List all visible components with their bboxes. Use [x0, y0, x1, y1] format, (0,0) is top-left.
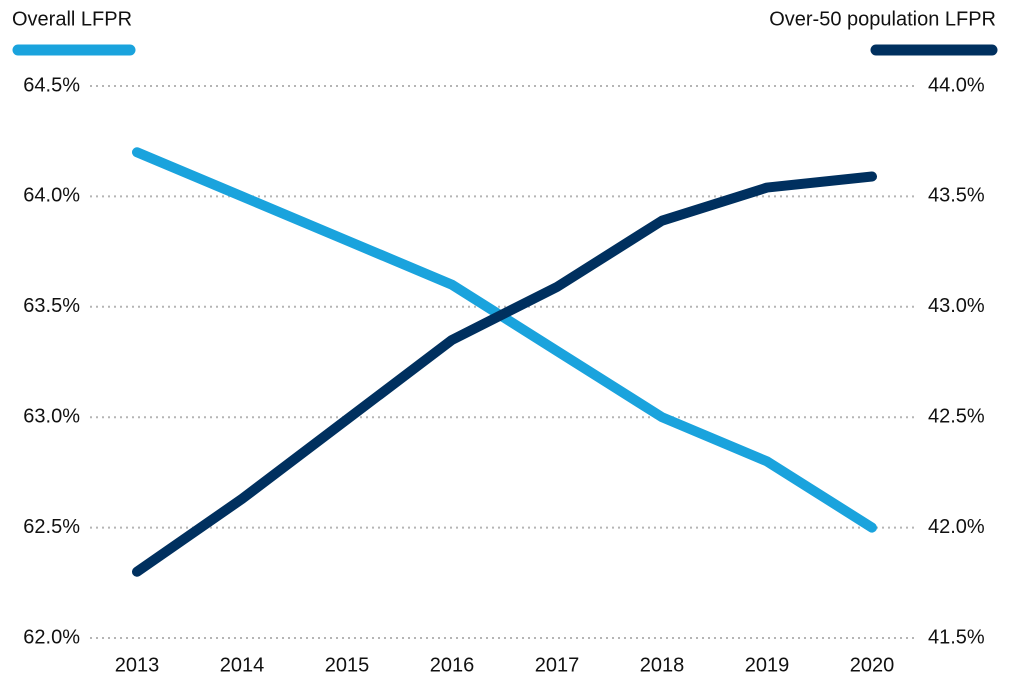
x-tick-label: 2018 — [640, 654, 685, 676]
x-tick-label: 2014 — [220, 654, 265, 676]
line-series — [132, 171, 877, 577]
y2-tick-label: 42.5% — [928, 405, 985, 427]
y2-tick-label: 41.5% — [928, 626, 985, 648]
y-tick-label: 62.5% — [23, 516, 80, 538]
legend-label: Over-50 population LFPR — [769, 8, 996, 30]
legend-label: Overall LFPR — [12, 8, 132, 30]
y-tick-label: 63.5% — [23, 295, 80, 317]
x-tick-label: 2017 — [535, 654, 580, 676]
y2-tick-label: 42.0% — [928, 516, 985, 538]
y2-tick-label: 44.0% — [928, 74, 985, 96]
line-series — [132, 147, 877, 533]
x-tick-label: 2015 — [325, 654, 370, 676]
x-tick-label: 2020 — [850, 654, 895, 676]
y-tick-label: 62.0% — [23, 626, 80, 648]
y2-tick-label: 43.5% — [928, 185, 985, 207]
y-tick-label: 63.0% — [23, 405, 80, 427]
x-tick-label: 2013 — [115, 654, 160, 676]
x-tick-label: 2016 — [430, 654, 475, 676]
y2-tick-label: 43.0% — [928, 295, 985, 317]
y-tick-label: 64.0% — [23, 185, 80, 207]
y-tick-label: 64.5% — [23, 74, 80, 96]
x-tick-label: 2019 — [745, 654, 790, 676]
